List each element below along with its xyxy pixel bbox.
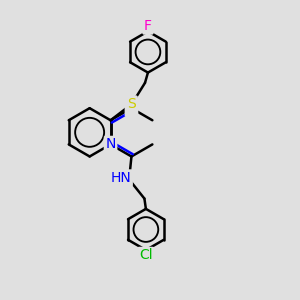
Text: F: F <box>144 19 152 33</box>
Text: S: S <box>128 97 136 111</box>
Text: HN: HN <box>110 171 131 185</box>
Text: N: N <box>105 137 116 152</box>
Text: Cl: Cl <box>139 248 153 262</box>
Text: N: N <box>126 101 136 115</box>
